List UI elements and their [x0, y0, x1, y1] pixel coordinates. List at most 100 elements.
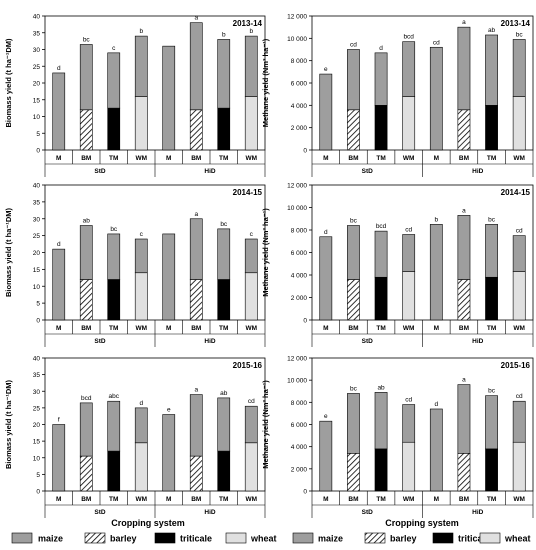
bar-segment-maize: [429, 408, 443, 492]
panel-title: 2013-14: [501, 19, 531, 28]
category-label: BM: [348, 155, 358, 162]
y-tick-label: 15: [33, 97, 41, 104]
y-tick-label: 12 000: [287, 14, 307, 21]
legend-label-maize: maize: [38, 534, 63, 544]
bar-segment-barley: [347, 279, 360, 321]
group-label: StD: [94, 509, 106, 516]
category-label: BM: [81, 325, 91, 332]
bar-segment-maize: [52, 424, 66, 492]
category-label: WM: [403, 496, 415, 503]
significance-letter: b: [222, 31, 226, 38]
category-label: BM: [348, 325, 358, 332]
significance-letter: d: [57, 241, 61, 248]
bar-segment-maize: [402, 404, 416, 443]
bar-segment-triticale: [485, 105, 498, 151]
y-tick-label: 8 000: [291, 58, 308, 65]
significance-letter: c: [112, 45, 116, 52]
y-tick-label: 2 000: [291, 295, 308, 302]
bar-segment-maize: [189, 22, 203, 111]
y-tick-label: 10 000: [287, 36, 307, 43]
bar-segment-barley: [457, 453, 471, 492]
significance-letter: bc: [110, 226, 118, 233]
y-tick-label: 20: [33, 422, 41, 429]
significance-letter: a: [462, 19, 466, 26]
panel-title: 2014-15: [501, 188, 531, 197]
plot-frame: [311, 184, 534, 321]
category-label: WM: [245, 325, 257, 332]
significance-letter: ab: [377, 384, 385, 391]
y-tick-label: 15: [33, 439, 41, 446]
significance-letter: d: [324, 229, 328, 236]
panel-title: 2013-14: [233, 19, 263, 28]
bar-segment-maize: [374, 230, 388, 278]
significance-letter: bcd: [376, 223, 387, 230]
category-label: M: [434, 155, 439, 162]
bar-segment-maize: [244, 238, 258, 274]
category-label: TM: [376, 325, 385, 332]
legend-label-triticale: triticale: [180, 534, 212, 544]
category-label: TM: [109, 325, 118, 332]
x-axis-title-right: Cropping system: [385, 518, 459, 528]
significance-letter: cd: [248, 398, 255, 405]
significance-letter: e: [167, 407, 171, 414]
y-axis-title: Biomass yield (t ha⁻¹DM): [4, 380, 13, 469]
bar-segment-maize: [189, 394, 203, 457]
significance-letter: c: [140, 231, 144, 238]
y-tick-label: 4 000: [291, 444, 308, 451]
y-tick-label: 10: [33, 114, 41, 121]
bar-segment-maize: [485, 224, 498, 278]
bar-segment-maize: [485, 395, 498, 450]
bar-segment-maize: [244, 405, 258, 444]
bar-segment-wheat: [402, 271, 416, 321]
significance-letter: a: [194, 211, 198, 218]
legend-swatch-wheat: [479, 532, 501, 544]
legend-swatch-maize: [11, 532, 33, 544]
x-axis-title-left: Cropping system: [111, 518, 185, 528]
bar-segment-barley: [79, 279, 93, 321]
bar-segment-maize: [162, 414, 176, 492]
bar-segment-triticale: [485, 448, 498, 492]
bar-segment-maize: [512, 235, 526, 272]
bar-segment-maize: [457, 384, 471, 454]
bar-segment-maize: [217, 228, 231, 280]
category-label: TM: [219, 496, 228, 503]
panel-title: 2015-16: [501, 361, 531, 370]
bar-segment-maize: [134, 407, 148, 444]
category-label: BM: [459, 155, 469, 162]
bar-segment-wheat: [512, 271, 526, 321]
significance-letter: e: [324, 66, 328, 73]
category-label: M: [166, 325, 171, 332]
bar-segment-maize: [402, 41, 416, 97]
y-tick-label: 30: [33, 216, 41, 223]
bar-segment-maize: [374, 392, 388, 450]
bar-segment-maize: [162, 233, 176, 321]
bar-segment-barley: [457, 279, 471, 321]
category-label: BM: [191, 496, 201, 503]
y-tick-label: 4 000: [291, 273, 308, 280]
plot-frame: [311, 15, 534, 151]
bar-segment-maize: [79, 44, 93, 111]
category-label: M: [56, 155, 61, 162]
bar-segment-maize: [374, 52, 388, 106]
significance-letter: f: [58, 417, 60, 424]
bar-segment-triticale: [107, 107, 121, 151]
category-label: M: [56, 325, 61, 332]
bar-segment-maize: [217, 397, 231, 452]
plot-frame: [311, 357, 534, 492]
legend-swatch-barley: [364, 532, 386, 544]
y-tick-label: 35: [33, 199, 41, 206]
category-label: BM: [459, 496, 469, 503]
significance-letter: bc: [350, 385, 358, 392]
bar-segment-maize: [402, 234, 416, 272]
category-label: WM: [403, 325, 415, 332]
bar-segment-triticale: [107, 450, 121, 492]
category-label: M: [323, 496, 328, 503]
significance-letter: d: [435, 401, 439, 408]
bar-segment-maize: [485, 34, 498, 106]
bar-segment-triticale: [217, 450, 231, 492]
bar-segment-barley: [347, 109, 360, 151]
category-label: TM: [219, 155, 228, 162]
legend-label-wheat: wheat: [504, 534, 531, 544]
legend-label-triticale: triticale: [458, 534, 490, 544]
y-tick-label: 8 000: [291, 228, 308, 235]
